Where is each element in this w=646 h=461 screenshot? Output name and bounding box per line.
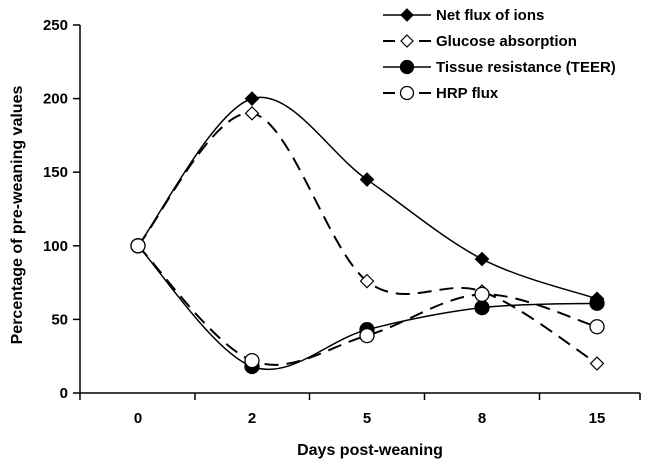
legend-marker: [400, 8, 414, 22]
plot-area: [79, 25, 640, 394]
data-point-series-1: [244, 91, 260, 106]
y-axis-ticks: 0 50 100 150 200 250: [43, 17, 80, 402]
x-tick-label: 15: [589, 410, 606, 427]
series-layer: [130, 91, 605, 375]
data-point-series-2: [244, 105, 260, 121]
series-line-1: [137, 96, 598, 300]
data-point-series-3: [589, 295, 605, 311]
data-point-series-2: [589, 356, 605, 371]
y-tick-label: 200: [43, 91, 68, 108]
x-tick-label: 0: [134, 410, 142, 427]
legend-label: HRP flux: [436, 85, 499, 102]
x-axis-title: Days post-weaning: [297, 442, 443, 459]
data-point-series-4: [244, 352, 260, 369]
data-point-series-4: [359, 327, 375, 344]
legend-marker: [399, 59, 415, 75]
x-tick-label: 2: [248, 410, 256, 427]
legend-label: Glucose absorption: [436, 33, 577, 50]
data-point-series-1: [474, 251, 490, 267]
legend-label: Net flux of ions: [436, 7, 544, 24]
x-tick-label: 5: [363, 410, 371, 427]
series-line-3: [137, 245, 598, 371]
data-point-series-4: [130, 238, 146, 254]
data-point-series-4: [589, 319, 605, 335]
y-axis-title: Percentage of pre-weaning values: [9, 86, 26, 345]
x-tick-label: 8: [478, 410, 486, 427]
data-point-series-1: [359, 172, 375, 187]
y-tick-label: 100: [43, 238, 68, 255]
y-tick-label: 150: [43, 164, 68, 181]
y-tick-label: 50: [51, 311, 68, 328]
data-point-series-2: [359, 273, 375, 289]
legend-marker: [400, 34, 414, 48]
legend-label: Tissue resistance (TEER): [436, 59, 616, 76]
series-line-4: [137, 245, 598, 366]
x-axis-ticks: 0 2 5 8 15: [79, 393, 641, 427]
legend: Net flux of ions Glucose absorption Tissue…: [383, 7, 616, 102]
y-tick-label: 0: [60, 385, 68, 402]
legend-marker: [399, 85, 415, 101]
data-point-series-4: [474, 286, 490, 303]
y-tick-label: 250: [43, 17, 68, 34]
data-point-series-3: [474, 299, 490, 316]
